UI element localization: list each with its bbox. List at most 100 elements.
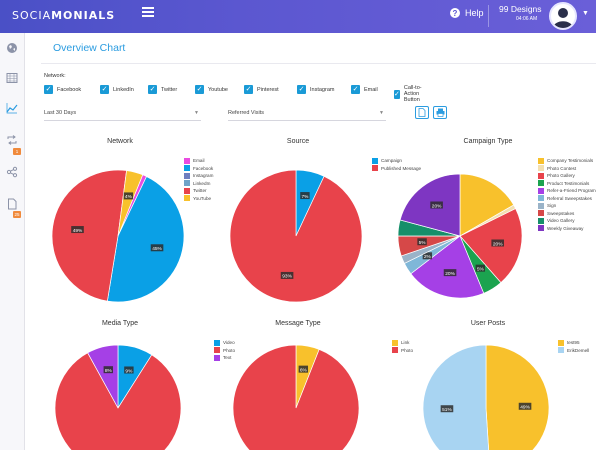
pie-slice-twitter[interactable] bbox=[51, 169, 127, 302]
checkmark-icon: ✓ bbox=[44, 85, 53, 94]
chart-legend: Video Photo Text bbox=[214, 339, 235, 362]
filter-pinterest-checkbox[interactable]: ✓ Pinterest bbox=[244, 85, 279, 94]
svg-text:5%: 5% bbox=[419, 240, 427, 246]
menu-toggle-icon[interactable] bbox=[142, 7, 154, 19]
top-navbar: SOCIAMONIALS ? Help 99 Designs 04:06 AM … bbox=[0, 0, 596, 33]
legend-item-referral-sweepstakes[interactable]: Referral Sweepstakes bbox=[538, 195, 596, 203]
period-select[interactable]: Last 30 Days ▼ bbox=[44, 107, 201, 121]
legend-item-video[interactable]: Video bbox=[214, 339, 235, 347]
legend-label: Text bbox=[223, 355, 232, 361]
network-filter-label: Network: bbox=[44, 73, 66, 79]
pie-slice-refer-a-friend-program[interactable] bbox=[410, 235, 485, 299]
app-logo[interactable]: SOCIAMONIALS bbox=[12, 9, 115, 22]
legend-label: Email bbox=[193, 158, 205, 164]
slice-data-label: 7% bbox=[300, 192, 310, 200]
sidebar-item-posts[interactable] bbox=[3, 195, 21, 213]
checkmark-icon: ✓ bbox=[351, 85, 360, 94]
sidebar-item-globe[interactable] bbox=[3, 39, 21, 57]
sidebar-item-calendar[interactable] bbox=[3, 69, 21, 87]
pie-slice-photo[interactable] bbox=[54, 352, 182, 450]
legend-item-instagram[interactable]: Instagram bbox=[184, 172, 213, 180]
filter-instagram-checkbox[interactable]: ✓ Instagram bbox=[297, 85, 334, 94]
legend-item-sweepstakes[interactable]: Sweepstakes bbox=[538, 210, 596, 218]
sidebar-item-retweet[interactable] bbox=[3, 131, 21, 149]
slice-data-label: 6% bbox=[298, 365, 309, 373]
print-button[interactable] bbox=[433, 106, 447, 119]
legend-swatch bbox=[538, 210, 544, 217]
pie-slice-photo[interactable] bbox=[232, 344, 360, 450]
pie-slice-company-testimonials[interactable] bbox=[459, 173, 515, 237]
legend-item-youtube[interactable]: YouTube bbox=[184, 195, 213, 203]
legend-item-company-testimonials[interactable]: Company Testimonials bbox=[538, 157, 596, 165]
legend-item-refer-a-friend-program[interactable]: Refer-a-Friend Program bbox=[538, 187, 596, 195]
legend-item-twitter[interactable]: Twitter bbox=[184, 187, 213, 195]
legend-swatch bbox=[538, 172, 544, 179]
pie-chart-svg: 6% bbox=[232, 344, 360, 450]
pie-slice-published-message[interactable] bbox=[229, 169, 363, 303]
legend-label: Referral Sweepstakes bbox=[547, 195, 592, 201]
legend-item-photo[interactable]: Photo bbox=[392, 347, 413, 355]
legend-label: test95 bbox=[567, 340, 580, 346]
legend-item-campaign[interactable]: Campaign bbox=[372, 157, 421, 165]
legend-item-video-gallery[interactable]: Video Gallery bbox=[538, 217, 596, 225]
legend-item-link[interactable]: Link bbox=[392, 339, 413, 347]
legend-item-photo-contest[interactable]: Photo Contest bbox=[538, 165, 596, 173]
sidebar-item-share[interactable] bbox=[3, 163, 21, 181]
legend-item-published-message[interactable]: Published Message bbox=[372, 165, 421, 173]
svg-text:5%: 5% bbox=[477, 266, 485, 272]
main-content: Overview Chart Network: ✓ Facebook ✓ Linke… bbox=[25, 33, 596, 450]
legend-label: Sweepstakes bbox=[547, 210, 575, 216]
chart-title: Campaign Type bbox=[463, 138, 513, 145]
legend-item-product-testimonials[interactable]: Product Testimonials bbox=[538, 180, 596, 188]
pie-slice-test95[interactable] bbox=[485, 344, 550, 450]
user-avatar[interactable] bbox=[549, 2, 577, 30]
user-time: 04:06 AM bbox=[516, 16, 538, 22]
legend-item-photo[interactable]: Photo bbox=[214, 347, 235, 355]
calendar-icon bbox=[6, 73, 18, 83]
filter-twitter-checkbox[interactable]: ✓ Twitter bbox=[148, 85, 177, 94]
metric-select[interactable]: Referred Visits ▼ bbox=[228, 107, 386, 121]
legend-label: Company Testimonials bbox=[547, 158, 594, 164]
legend-item-facebook[interactable]: Facebook bbox=[184, 165, 213, 173]
legend-label: YouTube bbox=[193, 195, 212, 201]
slice-data-label: 49% bbox=[71, 226, 84, 234]
filter-cta-button-checkbox[interactable]: ✓ Call-to-Action Button bbox=[394, 85, 423, 103]
legend-swatch bbox=[538, 202, 544, 209]
legend-item-photo-gallery[interactable]: Photo Gallery bbox=[538, 172, 596, 180]
legend-swatch bbox=[538, 157, 544, 164]
period-select-value: Last 30 Days bbox=[44, 110, 77, 116]
legend-item-test95[interactable]: test95 bbox=[558, 339, 589, 347]
export-pdf-button[interactable] bbox=[415, 106, 429, 119]
checkmark-icon: ✓ bbox=[195, 85, 204, 94]
pie-slice-photo-gallery[interactable] bbox=[459, 208, 523, 284]
chart-legend: Campaign Published Message bbox=[372, 157, 421, 172]
legend-item-erikdemell[interactable]: ErikDemell bbox=[558, 347, 589, 355]
legend-item-weekly-giveaway[interactable]: Weekly Giveaway bbox=[538, 225, 596, 233]
filter-youtube-checkbox[interactable]: ✓ Youtube bbox=[195, 85, 228, 94]
legend-item-linkedin[interactable]: LinkedIn bbox=[184, 180, 213, 188]
filter-label: Facebook bbox=[57, 86, 82, 93]
pie-slice-weekly-giveaway[interactable] bbox=[399, 173, 461, 237]
help-link[interactable]: ? Help bbox=[450, 8, 484, 18]
legend-item-sign[interactable]: Sign bbox=[538, 202, 596, 210]
legend-swatch bbox=[538, 165, 544, 172]
chart-message-type: Message Type 6% Link Photo bbox=[208, 318, 413, 450]
filter-email-checkbox[interactable]: ✓ Email bbox=[351, 85, 378, 94]
legend-item-email[interactable]: Email bbox=[184, 157, 213, 165]
svg-text:4%: 4% bbox=[125, 194, 133, 200]
user-name[interactable]: 99 Designs bbox=[499, 4, 542, 14]
legend-item-text[interactable]: Text bbox=[214, 354, 235, 362]
pie-slice-text[interactable] bbox=[87, 344, 119, 409]
legend-swatch bbox=[392, 339, 398, 346]
user-menu-chevron-down-icon[interactable]: ▼ bbox=[582, 10, 589, 17]
svg-text:45%: 45% bbox=[152, 246, 162, 252]
legend-swatch bbox=[214, 339, 220, 346]
filter-facebook-checkbox[interactable]: ✓ Facebook bbox=[44, 85, 81, 94]
pie-slice-facebook[interactable] bbox=[106, 176, 185, 303]
pie-slice-erikdemell[interactable] bbox=[422, 344, 490, 450]
legend-label: Photo bbox=[401, 347, 414, 353]
filter-linkedin-checkbox[interactable]: ✓ LinkedIn bbox=[100, 85, 134, 94]
sidebar-item-analytics[interactable] bbox=[3, 99, 21, 117]
slice-data-label: 2% bbox=[422, 252, 433, 260]
pie-slice-youtube[interactable] bbox=[117, 170, 144, 237]
